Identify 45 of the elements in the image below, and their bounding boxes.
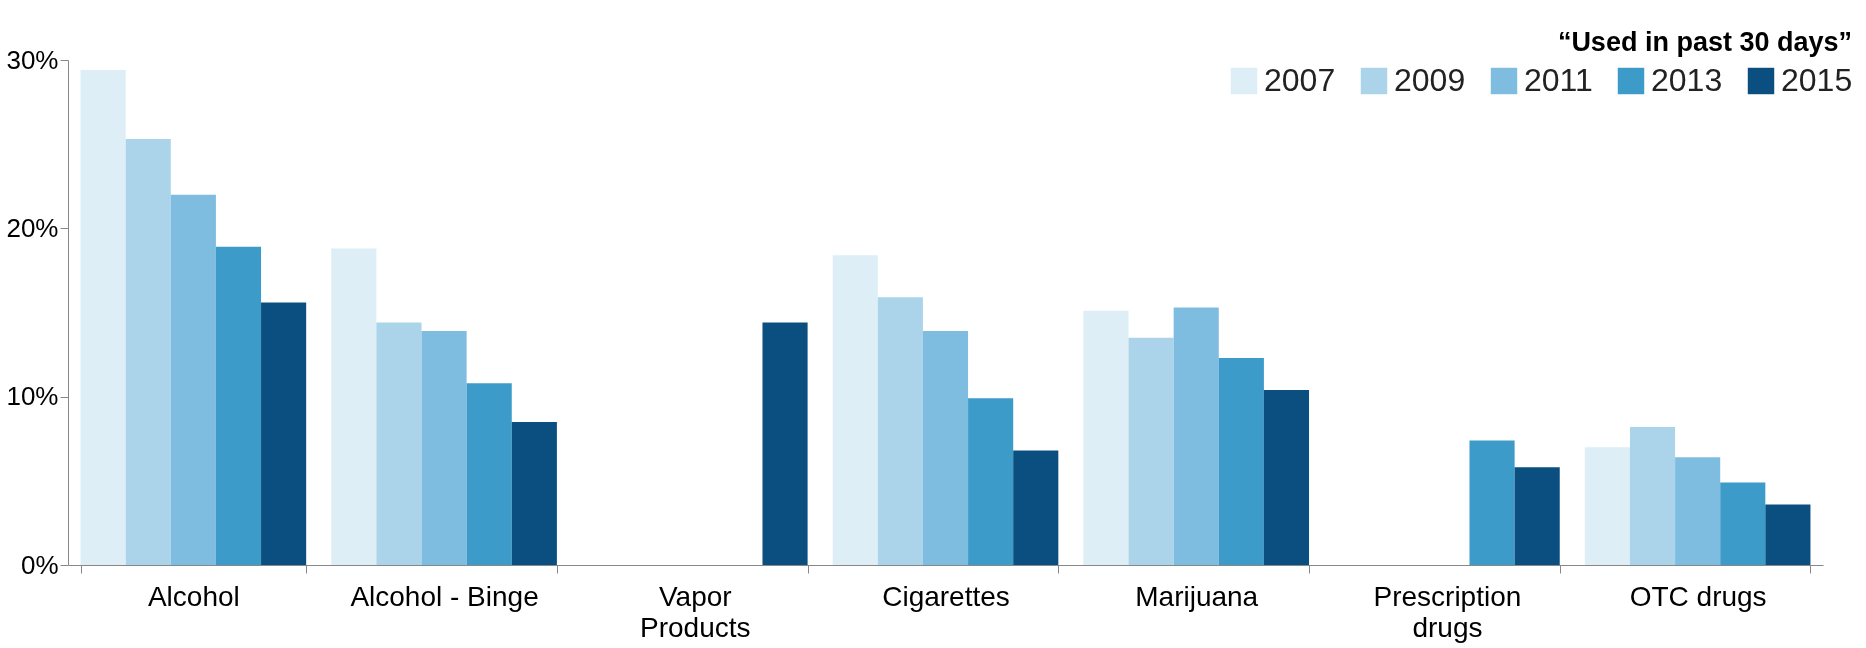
bar [376, 322, 422, 565]
y-tick-label: 10% [6, 381, 59, 412]
bar [1514, 467, 1560, 565]
x-tick-label: Vapor Products [640, 580, 751, 643]
bar [1720, 482, 1766, 565]
legend-label: 2009 [1394, 62, 1466, 98]
bar [1469, 440, 1515, 565]
bar [261, 302, 307, 565]
bar [832, 255, 878, 565]
bar [1218, 357, 1264, 565]
x-tick-label: Prescription drugs [1373, 580, 1522, 643]
bar [1013, 450, 1059, 565]
legend-label: 2013 [1651, 62, 1723, 98]
legend-title: “Used in past 30 days” [1557, 27, 1852, 57]
bar [1765, 504, 1811, 565]
bar [1083, 310, 1129, 565]
bar [762, 322, 808, 565]
x-tick-label: Cigarettes [882, 580, 1010, 612]
bar [1675, 457, 1721, 565]
y-tick-label: 0% [20, 549, 59, 580]
bar [1173, 307, 1219, 565]
bar [80, 70, 126, 565]
bar [968, 398, 1014, 565]
bar [1263, 389, 1310, 565]
bar [466, 383, 512, 565]
x-tick-label: Alcohol [147, 580, 240, 612]
bar [511, 421, 557, 565]
bar [421, 331, 467, 565]
legend-label: 2011 [1524, 62, 1593, 98]
bar [331, 248, 377, 565]
bar [215, 246, 262, 565]
bar [1629, 426, 1676, 565]
legend-label: 2007 [1264, 62, 1336, 98]
bar [1128, 337, 1174, 565]
bar [922, 331, 969, 565]
x-tick-label: OTC drugs [1629, 580, 1767, 612]
y-tick-label: 30% [6, 44, 59, 75]
bar [125, 139, 171, 565]
bar [1584, 447, 1630, 565]
legend-label: 2015 [1781, 62, 1853, 98]
bar [877, 297, 923, 565]
x-tick-label: Marijuana [1135, 580, 1259, 612]
bar [170, 194, 216, 565]
y-tick-label: 20% [6, 212, 59, 243]
x-tick-label: Alcohol - Binge [350, 580, 539, 612]
